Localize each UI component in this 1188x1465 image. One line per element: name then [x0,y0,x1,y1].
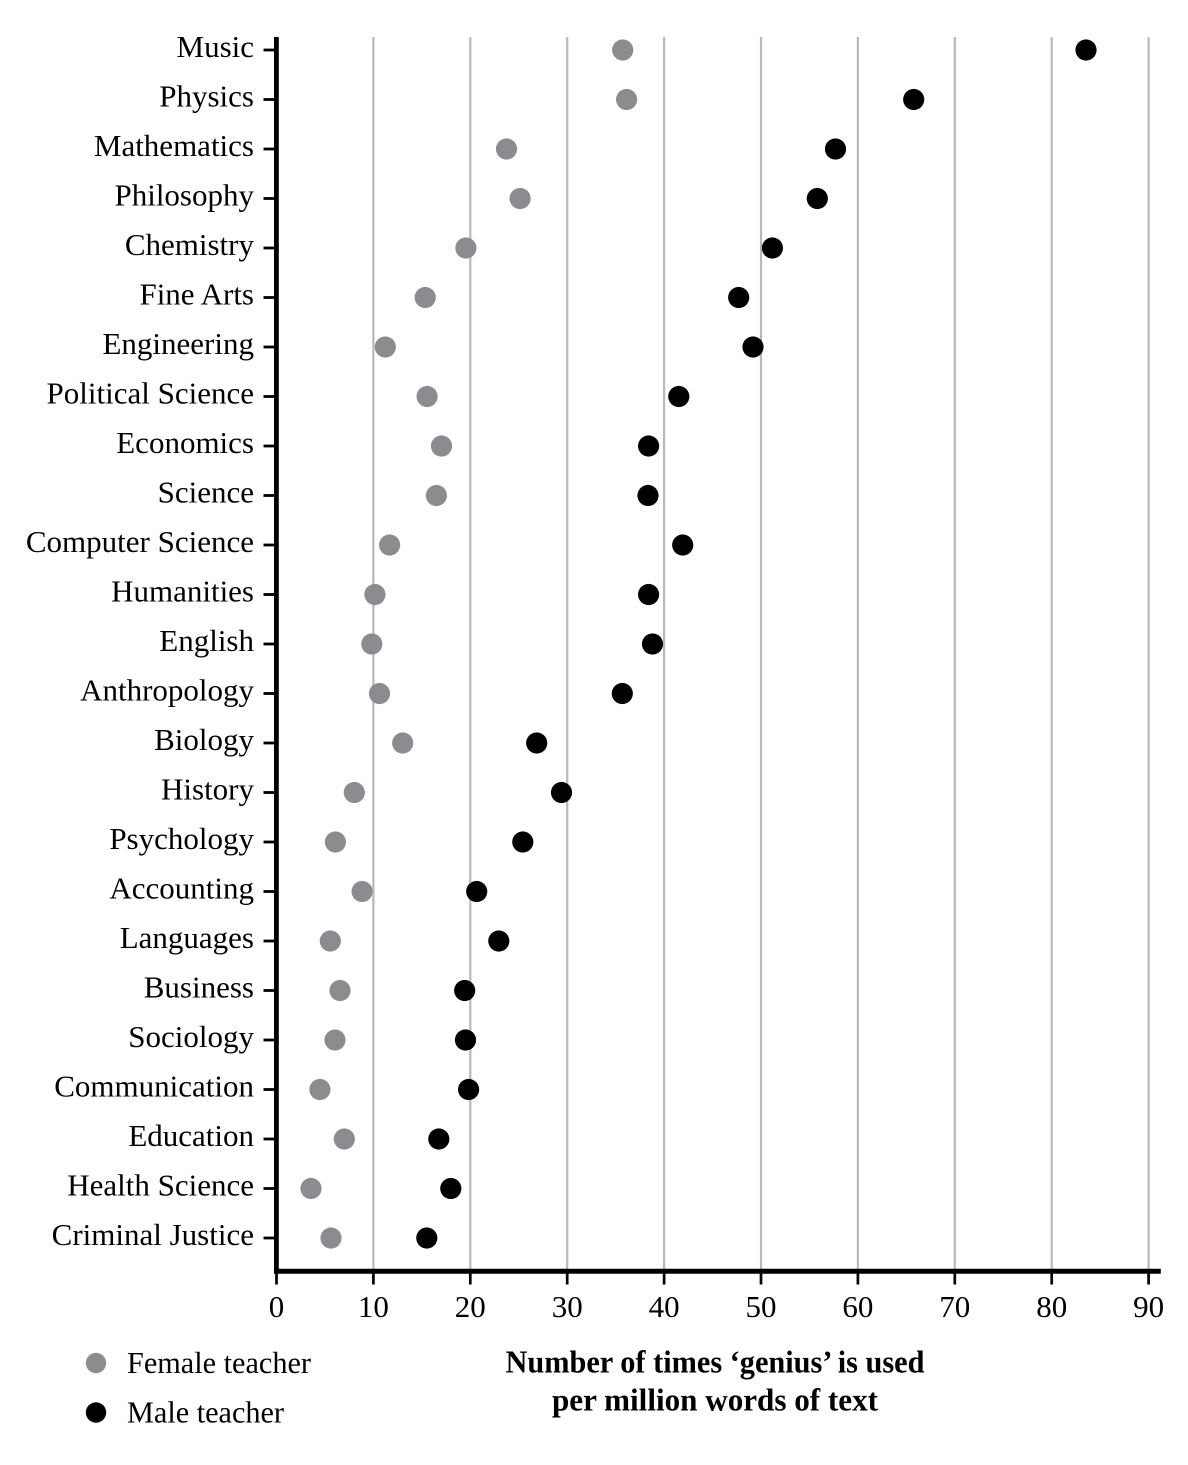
svg-text:English: English [159,623,254,658]
svg-text:Mathematics: Mathematics [94,128,254,163]
svg-text:Accounting: Accounting [109,871,254,906]
svg-text:History: History [161,772,255,807]
svg-text:Number of times ‘genius’ is us: Number of times ‘genius’ is used [506,1345,925,1380]
svg-text:20: 20 [455,1289,486,1324]
svg-text:80: 80 [1036,1289,1067,1324]
svg-text:Political Science: Political Science [47,376,254,411]
svg-text:Music: Music [177,29,255,64]
svg-text:Sociology: Sociology [128,1019,254,1054]
svg-text:Languages: Languages [120,920,254,955]
svg-text:40: 40 [649,1289,680,1324]
svg-text:0: 0 [269,1289,285,1324]
svg-text:Chemistry: Chemistry [125,227,255,262]
svg-text:Female teacher: Female teacher [127,1345,312,1380]
svg-text:Physics: Physics [159,79,254,114]
svg-text:Male teacher: Male teacher [127,1395,285,1430]
svg-text:Fine Arts: Fine Arts [139,277,254,312]
svg-text:10: 10 [358,1289,389,1324]
svg-text:30: 30 [552,1289,583,1324]
svg-text:Psychology: Psychology [109,821,254,856]
svg-text:Criminal Justice: Criminal Justice [52,1217,254,1252]
svg-text:Business: Business [144,970,254,1005]
svg-text:Humanities: Humanities [111,574,254,609]
svg-text:90: 90 [1133,1289,1164,1324]
svg-text:Philosophy: Philosophy [114,178,254,213]
svg-text:Communication: Communication [54,1069,254,1104]
svg-text:Engineering: Engineering [102,326,254,361]
svg-text:per million words of text: per million words of text [552,1383,878,1418]
svg-text:Science: Science [158,475,254,510]
svg-text:Biology: Biology [154,722,254,757]
svg-text:Economics: Economics [116,425,254,460]
svg-text:70: 70 [939,1289,970,1324]
svg-text:50: 50 [746,1289,777,1324]
svg-text:60: 60 [842,1289,873,1324]
svg-text:Anthropology: Anthropology [80,673,254,708]
svg-text:Education: Education [128,1118,254,1153]
svg-text:Health Science: Health Science [67,1168,254,1203]
svg-text:Computer Science: Computer Science [26,524,254,559]
